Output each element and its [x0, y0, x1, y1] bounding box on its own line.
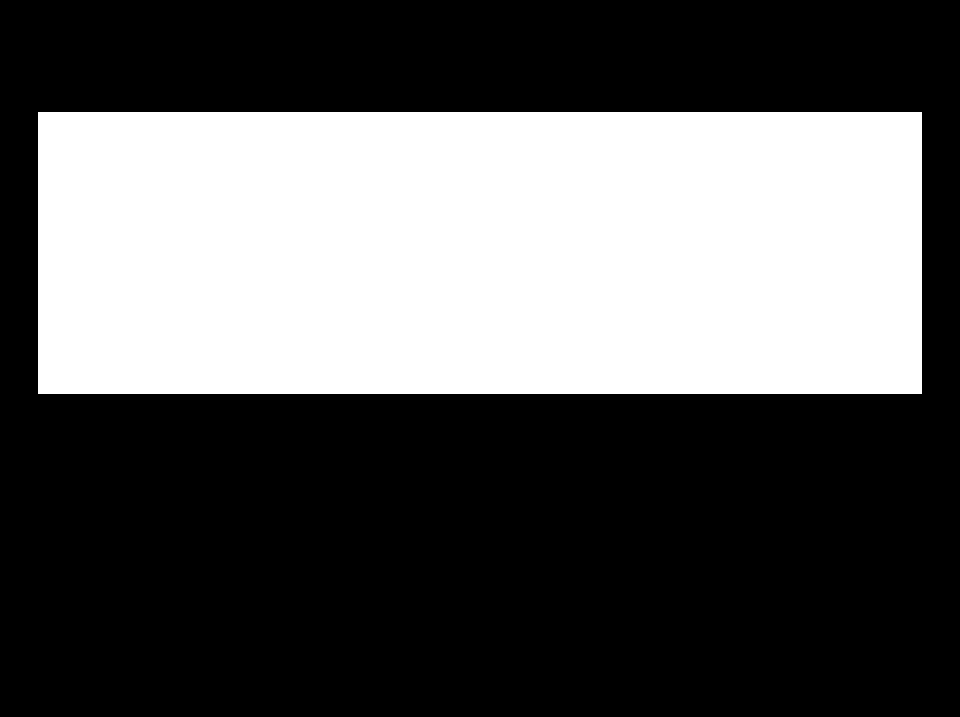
chromatogram-panel	[38, 112, 922, 394]
chromatogram-chart	[38, 112, 922, 394]
